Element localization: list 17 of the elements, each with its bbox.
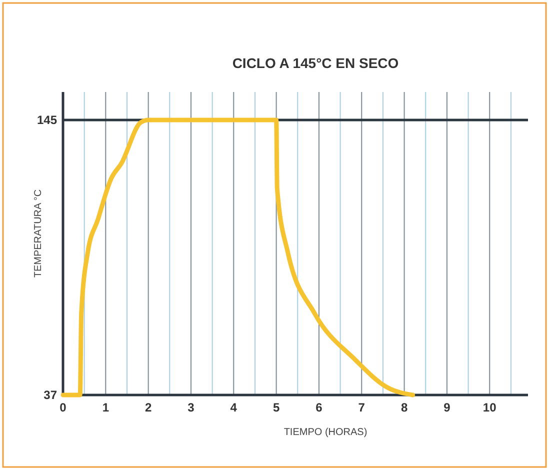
x-tick-label: 6 <box>316 400 323 415</box>
chart-title: CICLO A 145°C EN SECO <box>232 55 399 71</box>
x-axis-title: TIEMPO (HORAS) <box>284 427 368 438</box>
y-axis-title: TEMPERATURA °C <box>33 189 44 278</box>
x-tick-label: 4 <box>230 400 238 415</box>
y-tick-label: 37 <box>44 388 58 402</box>
x-tick-label: 1 <box>102 400 110 415</box>
x-tick-label: 7 <box>358 400 366 415</box>
x-tick-label: 9 <box>444 400 451 415</box>
x-tick-label: 0 <box>60 400 67 415</box>
x-tick-label: 5 <box>272 400 280 415</box>
y-tick-label: 145 <box>36 112 58 127</box>
x-tick-label: 2 <box>144 400 152 415</box>
x-tick-label: 8 <box>400 400 408 415</box>
line-series <box>60 118 416 398</box>
x-tick-label: 3 <box>188 400 195 415</box>
x-tick-label: 10 <box>482 400 497 415</box>
